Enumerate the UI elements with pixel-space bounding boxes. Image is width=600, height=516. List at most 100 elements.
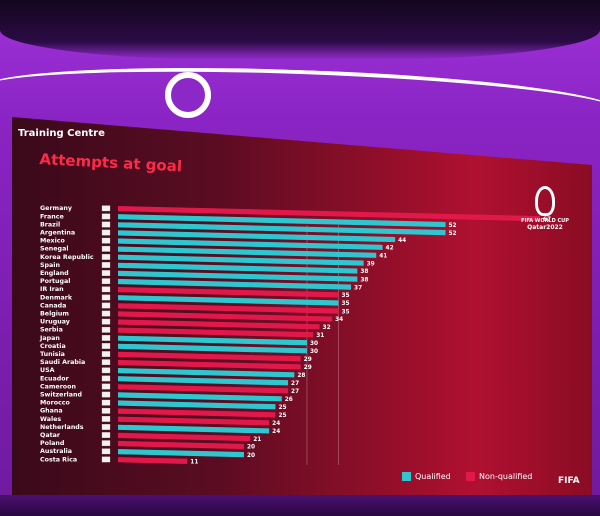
flag-icon [101,286,111,293]
flag-icon [101,407,111,414]
country-label: Costa Rica [40,456,77,463]
bar [118,416,270,426]
country-label: France [40,213,64,220]
flag-icon [101,424,111,430]
flag-icon [101,245,111,252]
flag-icon [101,399,111,406]
bar [118,262,358,274]
data-label: 37 [354,285,362,291]
data-label: 29 [304,365,312,371]
bar [118,222,446,236]
flag-icon [101,294,111,301]
data-label: 38 [360,269,368,275]
flag-icon [101,318,111,325]
data-label: 41 [379,253,387,259]
country-label: Mexico [40,238,65,245]
bar [118,278,352,290]
world-cup-brand: FIFA WORLD CUP Qatar2022 [518,186,572,231]
flag-icon [101,383,111,390]
flag-icon [101,205,111,212]
data-label: 35 [341,293,349,299]
flag-icon [101,448,111,455]
bar [118,303,339,314]
bar [118,270,358,282]
data-label: 30 [310,349,318,355]
legend-qualified: Qualified [402,472,451,481]
country-label: Belgium [40,311,69,318]
data-label: 35 [341,301,349,307]
country-label: Senegal [40,246,68,253]
legend-label-qualified: Qualified [415,472,451,481]
data-label: 67 [543,217,551,223]
bar [118,246,377,258]
data-label: 35 [341,309,349,315]
bar [118,392,282,402]
legend-swatch-non-qualified [466,472,475,481]
ceiling [0,0,600,60]
country-label: Japan [39,335,60,342]
flag-icon [101,456,111,463]
country-label: Qatar [40,432,61,439]
country-label: Netherlands [40,424,84,431]
data-label: 20 [247,445,255,451]
country-label: Australia [40,448,72,455]
bar [118,424,270,434]
section-label: Training Centre [18,128,105,139]
bar [118,206,540,222]
bar [118,311,333,322]
data-label: 44 [398,238,406,244]
bar [118,457,188,464]
bar [118,440,244,450]
bar [118,400,276,410]
data-label: 11 [190,460,198,466]
flag-icon [101,237,111,244]
bar [118,230,396,243]
data-label: 20 [247,453,255,459]
country-label: Switzerland [40,392,82,399]
data-label: 42 [386,246,394,252]
bar [118,319,320,330]
country-label: England [40,270,69,277]
data-label: 25 [278,413,286,419]
legend-swatch-qualified [402,472,411,481]
country-label: Ecuador [40,375,70,382]
data-label: 28 [297,373,305,379]
flag-icon [101,221,111,228]
bar [118,359,301,370]
country-label: IR Iran [40,286,64,293]
country-label: Morocco [40,400,70,407]
data-label: 26 [285,397,293,403]
flag-icon [101,367,111,374]
bar [118,214,446,228]
bar [118,287,339,298]
data-label: 32 [323,325,331,331]
flag-icon [101,213,111,220]
flag-icon [101,440,111,447]
flag-icon [101,310,111,317]
country-label: Uruguay [40,319,70,326]
flag-icon [101,229,111,236]
bar [118,335,307,346]
fifa-logo: FIFA [558,476,580,486]
flag-icon [101,375,111,382]
bar [118,449,244,458]
country-label: Spain [40,262,60,269]
data-label: 38 [360,277,368,283]
flag-icon [101,270,111,276]
country-label: Argentina [40,230,75,237]
data-label: 30 [310,341,318,347]
country-label: Croatia [40,343,66,350]
flag-icon [101,302,111,309]
legend-label-non-qualified: Non-qualified [479,472,533,481]
data-label: 31 [316,333,324,339]
world-cup-emblem-icon [535,186,555,216]
data-label: 24 [272,429,280,435]
legend-non-qualified: Non-qualified [466,472,532,481]
brand-line1: FIFA WORLD CUP [521,218,569,224]
data-label: 27 [291,381,299,387]
country-label: Cameroon [40,383,76,390]
country-label: Portugal [40,278,70,285]
flag-icon [101,391,111,398]
wall-ring [165,72,211,118]
